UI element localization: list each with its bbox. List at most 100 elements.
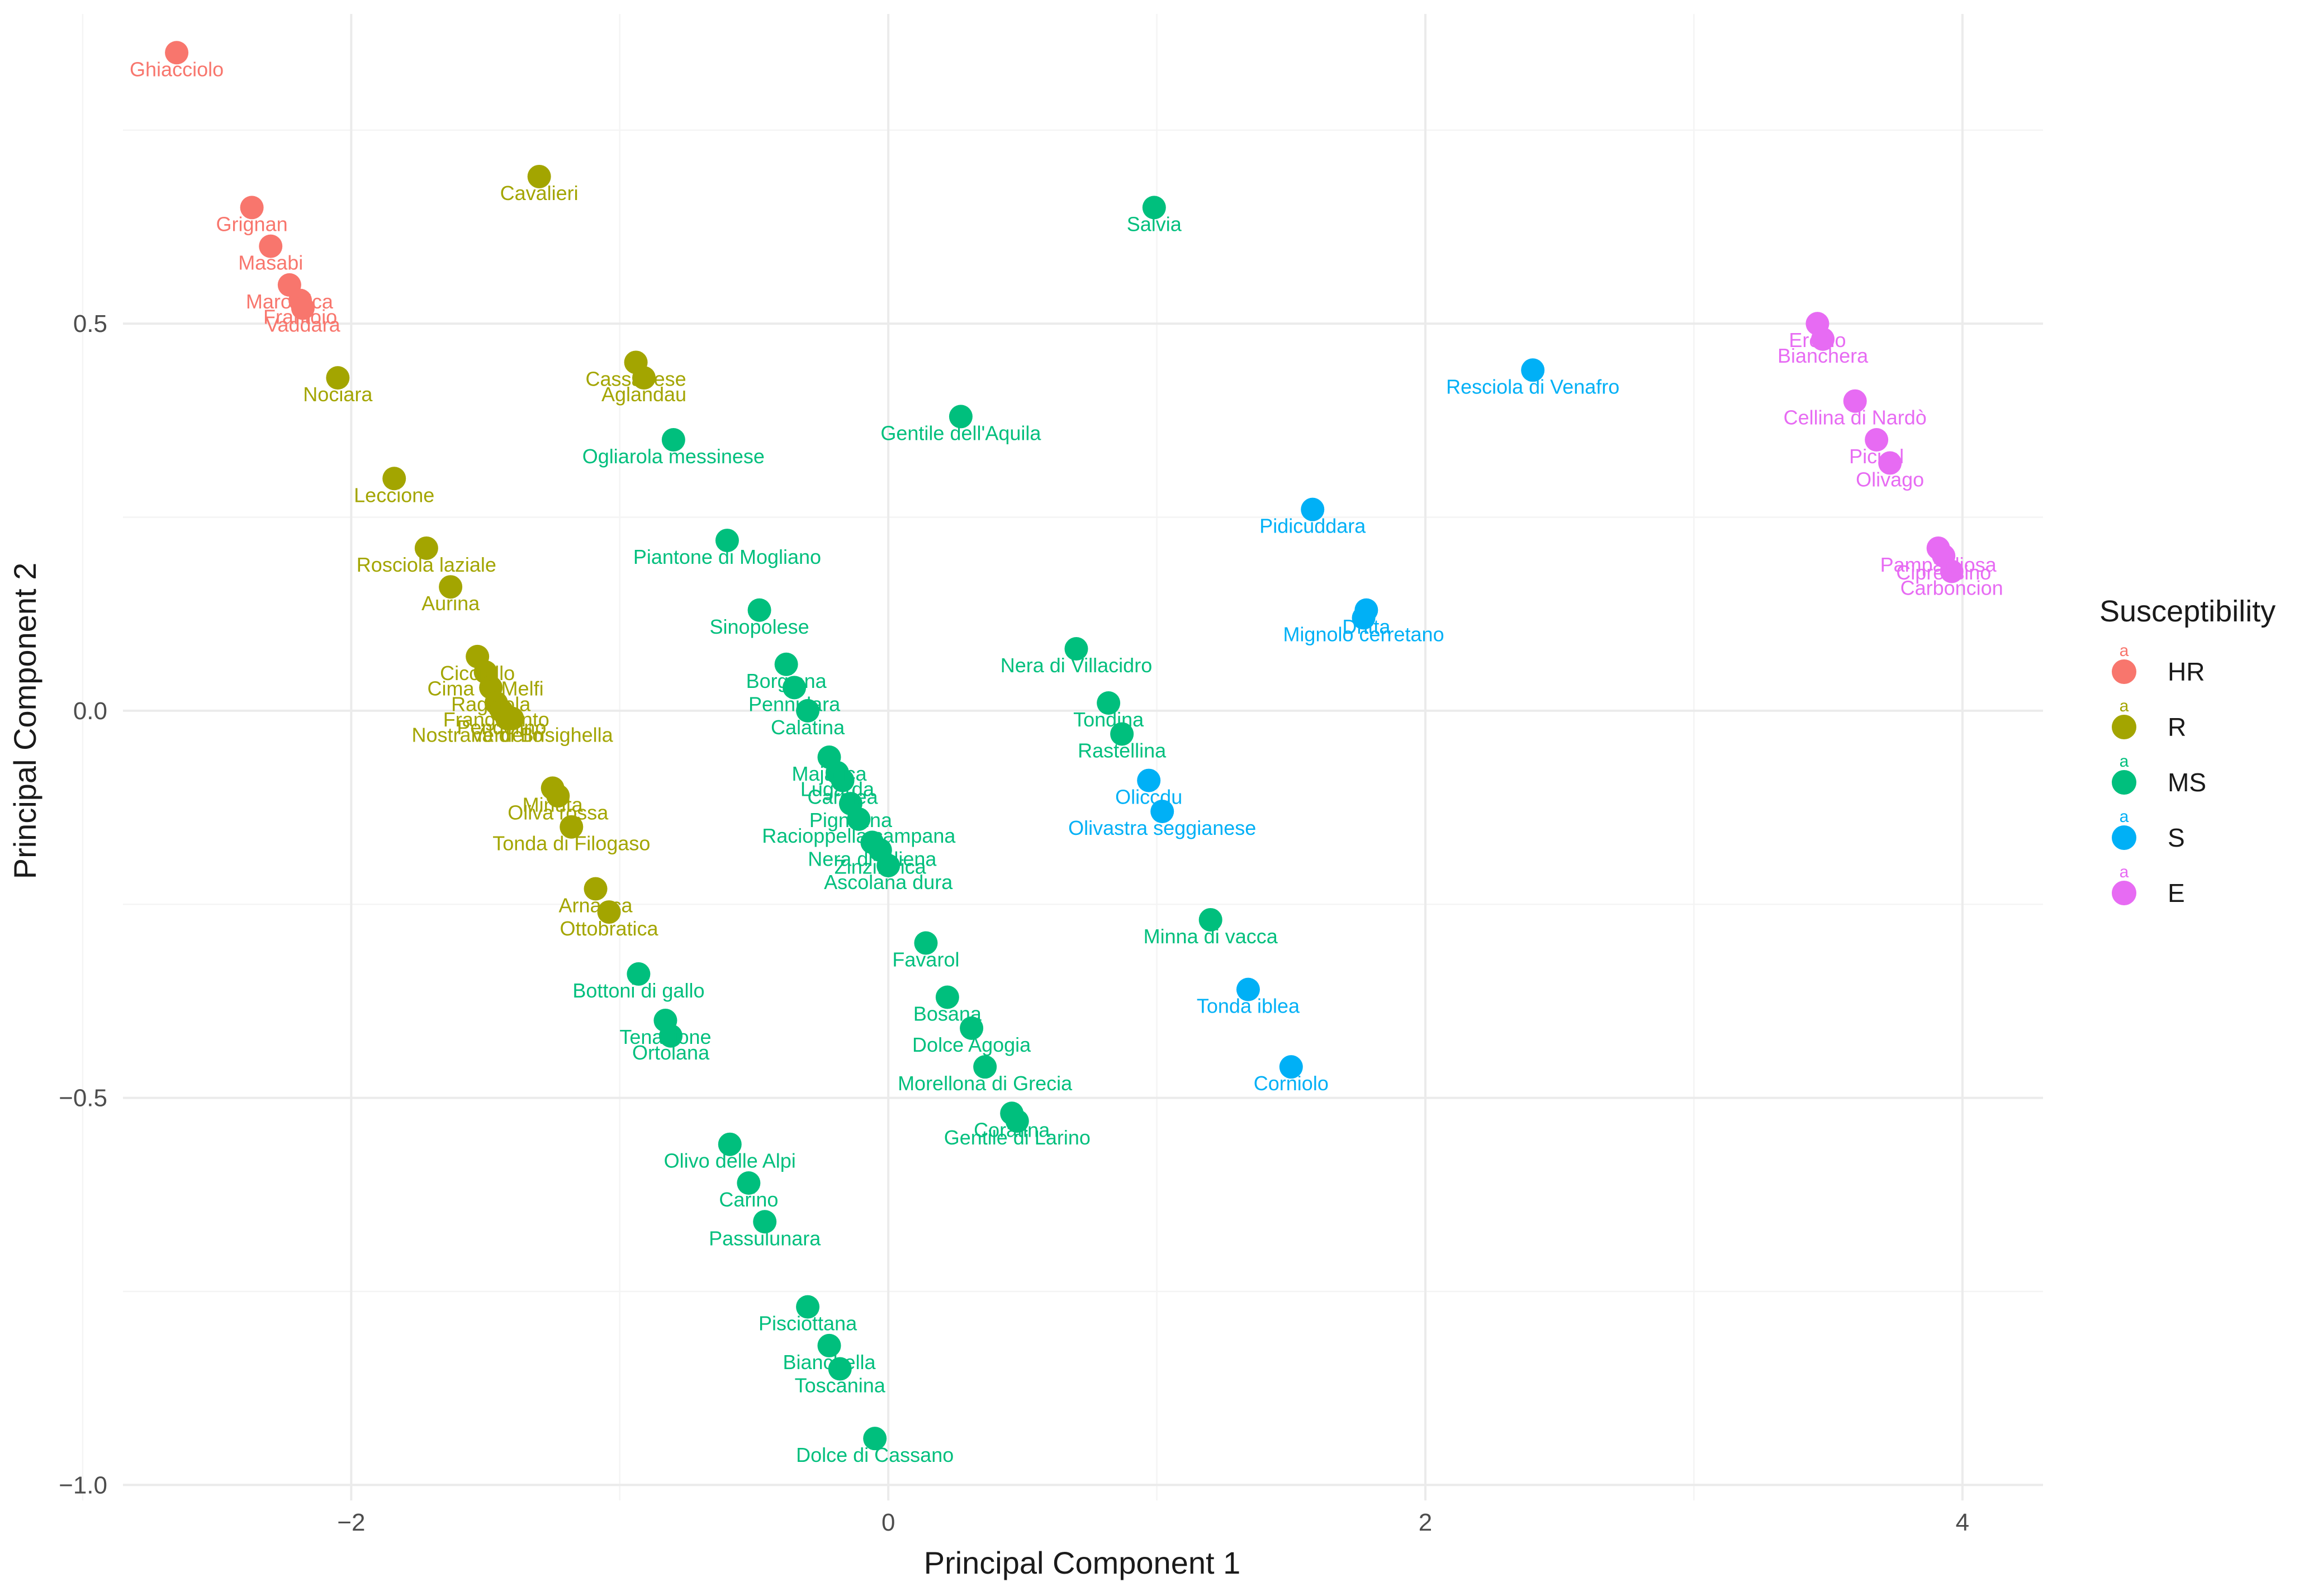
legend-key-glyph: a	[2120, 642, 2129, 660]
point-label: Pisciottana	[759, 1312, 857, 1335]
data-point	[796, 699, 820, 723]
legend-key-glyph: a	[2120, 697, 2129, 715]
data-point	[914, 931, 938, 955]
y-tick-label: −0.5	[59, 1085, 107, 1112]
y-tick-label: 0.0	[73, 697, 107, 725]
data-point	[1865, 428, 1889, 452]
point-label: Carboncion	[1900, 577, 2003, 600]
point-label: Cellina di Nardò	[1784, 406, 1927, 429]
data-point	[382, 467, 406, 491]
data-point	[1150, 799, 1174, 823]
data-point	[632, 366, 656, 390]
y-axis-ticks: −1.0 −0.5 0.0 0.5	[59, 310, 107, 1499]
data-point	[960, 1016, 984, 1040]
legend-key-glyph: a	[2120, 808, 2129, 826]
point-label: Pampagliosa	[1880, 553, 1997, 576]
x-axis-title: Principal Component 1	[924, 1545, 1241, 1580]
point-label: Marostica	[246, 290, 334, 313]
legend: Susceptibility a HR a Ra MS a Sa E	[2099, 595, 2276, 908]
point-label: Cassanese	[586, 367, 686, 390]
point-label: Zinzifarica	[835, 855, 927, 878]
point-label: Pidicuddara	[1259, 515, 1366, 538]
data-point	[1198, 908, 1222, 932]
data-point	[1521, 358, 1545, 382]
point-label: Aglandau	[601, 383, 686, 406]
data-point	[1279, 1055, 1303, 1079]
point-label: Frangivento	[443, 708, 549, 731]
data-point	[718, 1132, 742, 1156]
legend-key-ms	[2112, 770, 2136, 795]
point-label: Pennulara	[748, 692, 841, 715]
data-point	[259, 234, 283, 258]
legend-label: R	[2168, 712, 2186, 742]
point-label: Frantoio	[263, 306, 337, 329]
point-label: Aurina	[421, 592, 480, 615]
point-label: Corniolo	[1254, 1072, 1329, 1095]
data-point	[1142, 196, 1166, 220]
legend-key-glyph: a	[2120, 863, 2129, 881]
point-label: Morellona di Grecia	[898, 1072, 1073, 1095]
point-label: Majatica	[791, 762, 867, 785]
data-point	[831, 768, 855, 792]
point-label: Passulunara	[709, 1227, 821, 1250]
y-tick-label: −1.0	[59, 1471, 107, 1499]
data-point	[747, 598, 771, 622]
data-point	[659, 1024, 683, 1048]
point-label: Raggiola	[451, 692, 531, 715]
point-labels: Ghiacciolo Grignan Masabi MarosticaFrantoio…	[130, 58, 2003, 1466]
point-label: Resciola di Venafro	[1446, 375, 1619, 398]
point-label: Tondina	[1073, 708, 1144, 731]
point-label: Ghiacciolo	[130, 58, 224, 80]
point-label: Cipressino	[1896, 561, 1991, 584]
point-label: Rosciola laziale	[357, 553, 496, 576]
data-point	[1064, 637, 1088, 661]
point-label: Ascolana dura	[824, 871, 953, 894]
data-point	[291, 296, 315, 320]
data-point	[737, 1171, 761, 1195]
point-label: Pignolina	[809, 809, 893, 832]
point-label: Minuta	[523, 793, 584, 816]
data-point	[597, 900, 621, 924]
point-label: Lugarda	[800, 778, 875, 801]
data-point	[796, 1295, 820, 1319]
data-point	[414, 536, 438, 560]
point-label: Cicciello	[440, 662, 515, 685]
data-point	[165, 41, 189, 65]
point-label: Tonda iblea	[1197, 995, 1300, 1018]
legend-label: E	[2168, 878, 2185, 908]
point-label: Dritta	[1342, 615, 1391, 638]
point-label: Borgiona	[746, 669, 827, 692]
legend-key-e	[2112, 881, 2136, 905]
point-label: Toscanina	[795, 1374, 886, 1396]
point-label: Oliccdu	[1115, 786, 1182, 809]
point-label: Ortolana	[632, 1041, 710, 1064]
point-label: Calatina	[771, 716, 845, 739]
data-point	[1137, 768, 1161, 792]
data-point	[973, 1055, 997, 1079]
data-point	[1811, 327, 1835, 351]
point-label: Coratina	[974, 1118, 1050, 1141]
data-point	[1005, 1109, 1029, 1133]
data-point	[1878, 451, 1902, 475]
point-label: Cavalieri	[500, 182, 579, 205]
point-label: Olivastra seggianese	[1068, 816, 1256, 839]
data-point	[949, 405, 973, 429]
data-point	[546, 784, 570, 808]
point-label: Minna di vacca	[1144, 925, 1278, 948]
point-label: Picual	[1849, 445, 1904, 468]
data-point	[715, 529, 739, 553]
data-point	[1301, 497, 1325, 521]
point-label: Masabi	[238, 251, 303, 274]
data-point	[783, 676, 807, 700]
point-label: Carolea	[807, 786, 878, 809]
data-point	[863, 1427, 887, 1451]
data-point	[828, 1357, 852, 1381]
x-tick-label: 4	[1956, 1509, 1969, 1536]
point-label: Favarol	[892, 948, 959, 971]
point-label: Vaddara	[266, 313, 340, 336]
point-label: Piantone di Mogliano	[633, 545, 821, 568]
data-point	[439, 575, 463, 599]
data-point	[1352, 606, 1376, 630]
data-point	[661, 428, 685, 452]
point-label: Cima di Melfi	[428, 677, 544, 700]
